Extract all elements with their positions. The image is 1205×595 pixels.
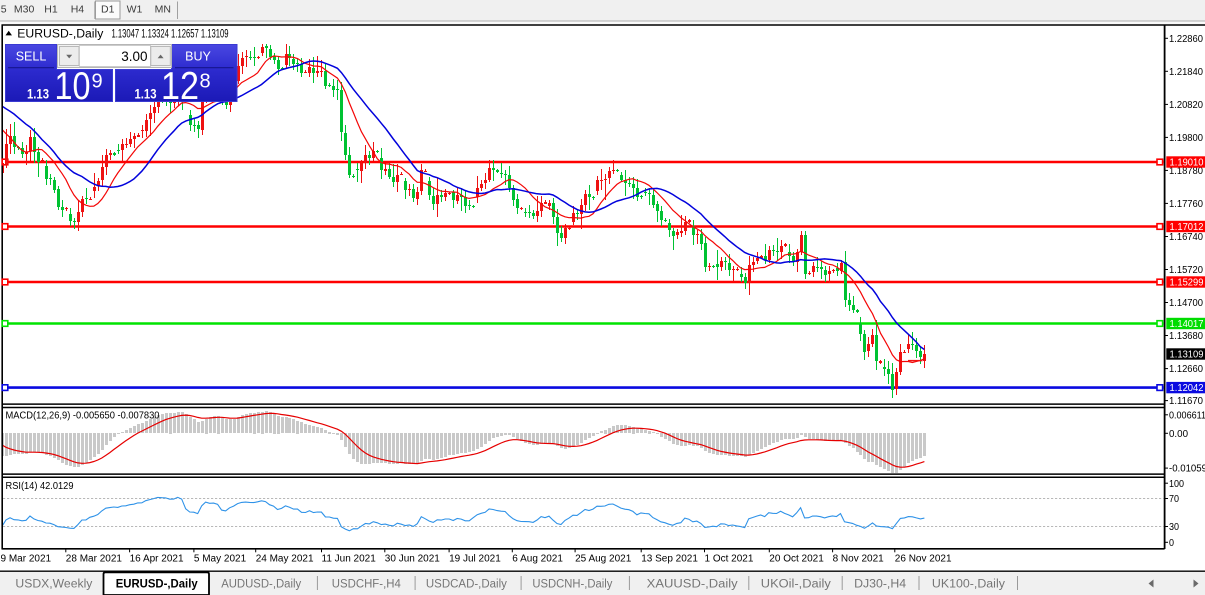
svg-text:1 Oct 2021: 1 Oct 2021 [705,554,754,565]
svg-text:10: 10 [55,65,91,108]
svg-text:100: 100 [1169,479,1184,490]
svg-text:AUDUSD-,Daily: AUDUSD-,Daily [221,579,301,591]
svg-text:0.00: 0.00 [1169,429,1188,440]
svg-text:EURUSD-,Daily: EURUSD-,Daily [17,29,103,41]
svg-text:USDX,Weekly: USDX,Weekly [15,579,92,591]
svg-text:1.14017: 1.14017 [1170,319,1204,330]
svg-text:1.14700: 1.14700 [1169,298,1203,309]
svg-text:MN: MN [155,4,171,16]
svg-text:USDCAD-,Daily: USDCAD-,Daily [426,579,507,591]
svg-text:6 Aug 2021: 6 Aug 2021 [512,554,563,565]
svg-text:DJ30-,H4: DJ30-,H4 [854,579,907,591]
svg-text:1.15299: 1.15299 [1170,278,1204,289]
svg-text:H4: H4 [71,4,85,16]
svg-text:5 May 2021: 5 May 2021 [194,554,247,565]
svg-text:UKOil-,Daily: UKOil-,Daily [761,579,831,591]
svg-text:25 Aug 2021: 25 Aug 2021 [575,554,632,565]
svg-text:30: 30 [1169,522,1179,533]
svg-text:1.22860: 1.22860 [1169,34,1203,45]
svg-text:1.15720: 1.15720 [1169,265,1203,276]
svg-text:9 Mar 2021: 9 Mar 2021 [1,554,52,565]
svg-text:EURUSD-,Daily: EURUSD-,Daily [116,579,199,591]
svg-text:1.13: 1.13 [27,86,49,101]
svg-text:M30: M30 [14,4,35,16]
svg-text:1.13109: 1.13109 [1170,350,1204,361]
svg-text:MACD(12,26,9) -0.005650 -0.007: MACD(12,26,9) -0.005650 -0.007830 [6,410,160,422]
svg-text:1.11670: 1.11670 [1169,396,1203,407]
svg-text:19 Jul 2021: 19 Jul 2021 [449,554,501,565]
svg-text:1.19010: 1.19010 [1170,158,1204,169]
svg-text:USDCHF-,H4: USDCHF-,H4 [332,579,402,591]
svg-text:8 Nov 2021: 8 Nov 2021 [833,554,885,565]
svg-text:1.16740: 1.16740 [1169,232,1203,243]
svg-text:SELL: SELL [16,50,47,64]
svg-text:3.00: 3.00 [121,49,147,64]
svg-text:20 Oct 2021: 20 Oct 2021 [769,554,824,565]
svg-text:13 Sep 2021: 13 Sep 2021 [641,554,698,565]
svg-text:1.19800: 1.19800 [1169,133,1203,144]
svg-text:8: 8 [200,70,211,92]
svg-text:12: 12 [161,65,199,108]
svg-text:1.17012: 1.17012 [1170,222,1204,233]
svg-text:D1: D1 [101,4,115,16]
svg-text:1.20820: 1.20820 [1169,100,1203,111]
svg-text:1.12660: 1.12660 [1169,364,1203,375]
svg-text:16 Apr 2021: 16 Apr 2021 [130,554,184,565]
svg-text:UK100-,Daily: UK100-,Daily [932,579,1005,591]
svg-text:W1: W1 [127,4,143,16]
svg-text:XAUUSD-,Daily: XAUUSD-,Daily [647,579,738,591]
svg-text:30 Jun 2021: 30 Jun 2021 [385,554,440,565]
svg-text:28 Mar 2021: 28 Mar 2021 [66,554,123,565]
svg-text:1.18780: 1.18780 [1169,166,1203,177]
svg-text:11 Jun 2021: 11 Jun 2021 [322,554,377,565]
svg-text:1.17760: 1.17760 [1169,199,1203,210]
svg-text:RSI(14) 42.0129: RSI(14) 42.0129 [6,480,74,492]
svg-text:-0.01059: -0.01059 [1169,464,1205,475]
svg-text:1.12042: 1.12042 [1170,383,1204,394]
svg-text:1.13047 1.13324 1.12657 1.1310: 1.13047 1.13324 1.12657 1.13109 [112,29,229,41]
svg-text:26 Nov 2021: 26 Nov 2021 [895,554,952,565]
svg-text:1.13: 1.13 [135,86,157,101]
svg-text:USDCNH-,Daily: USDCNH-,Daily [532,579,612,591]
svg-text:M5: M5 [0,4,7,16]
svg-text:0.006611: 0.006611 [1169,410,1205,421]
svg-text:H1: H1 [44,4,58,16]
svg-text:1.13680: 1.13680 [1169,331,1203,342]
svg-text:70: 70 [1169,494,1179,505]
svg-text:1.21840: 1.21840 [1169,67,1203,78]
svg-text:BUY: BUY [185,50,211,64]
svg-text:9: 9 [92,70,103,92]
svg-text:24 May 2021: 24 May 2021 [256,554,314,565]
svg-text:0: 0 [1169,538,1174,549]
